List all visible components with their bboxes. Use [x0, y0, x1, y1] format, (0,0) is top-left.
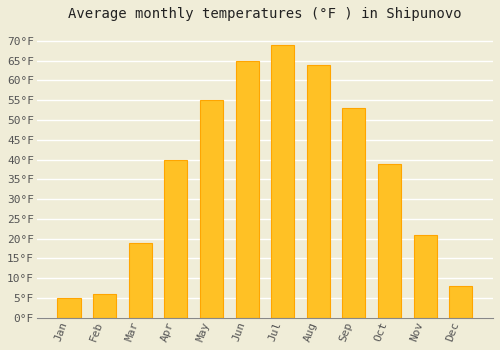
Bar — [414, 235, 436, 318]
Bar — [200, 100, 223, 318]
Bar — [378, 163, 401, 318]
Title: Average monthly temperatures (°F ) in Shipunovo: Average monthly temperatures (°F ) in Sh… — [68, 7, 462, 21]
Bar — [128, 243, 152, 318]
Bar — [236, 61, 258, 318]
Bar — [58, 298, 80, 318]
Bar — [271, 45, 294, 318]
Bar — [93, 294, 116, 318]
Bar — [342, 108, 365, 318]
Bar — [306, 65, 330, 318]
Bar — [164, 160, 188, 318]
Bar — [449, 286, 472, 318]
